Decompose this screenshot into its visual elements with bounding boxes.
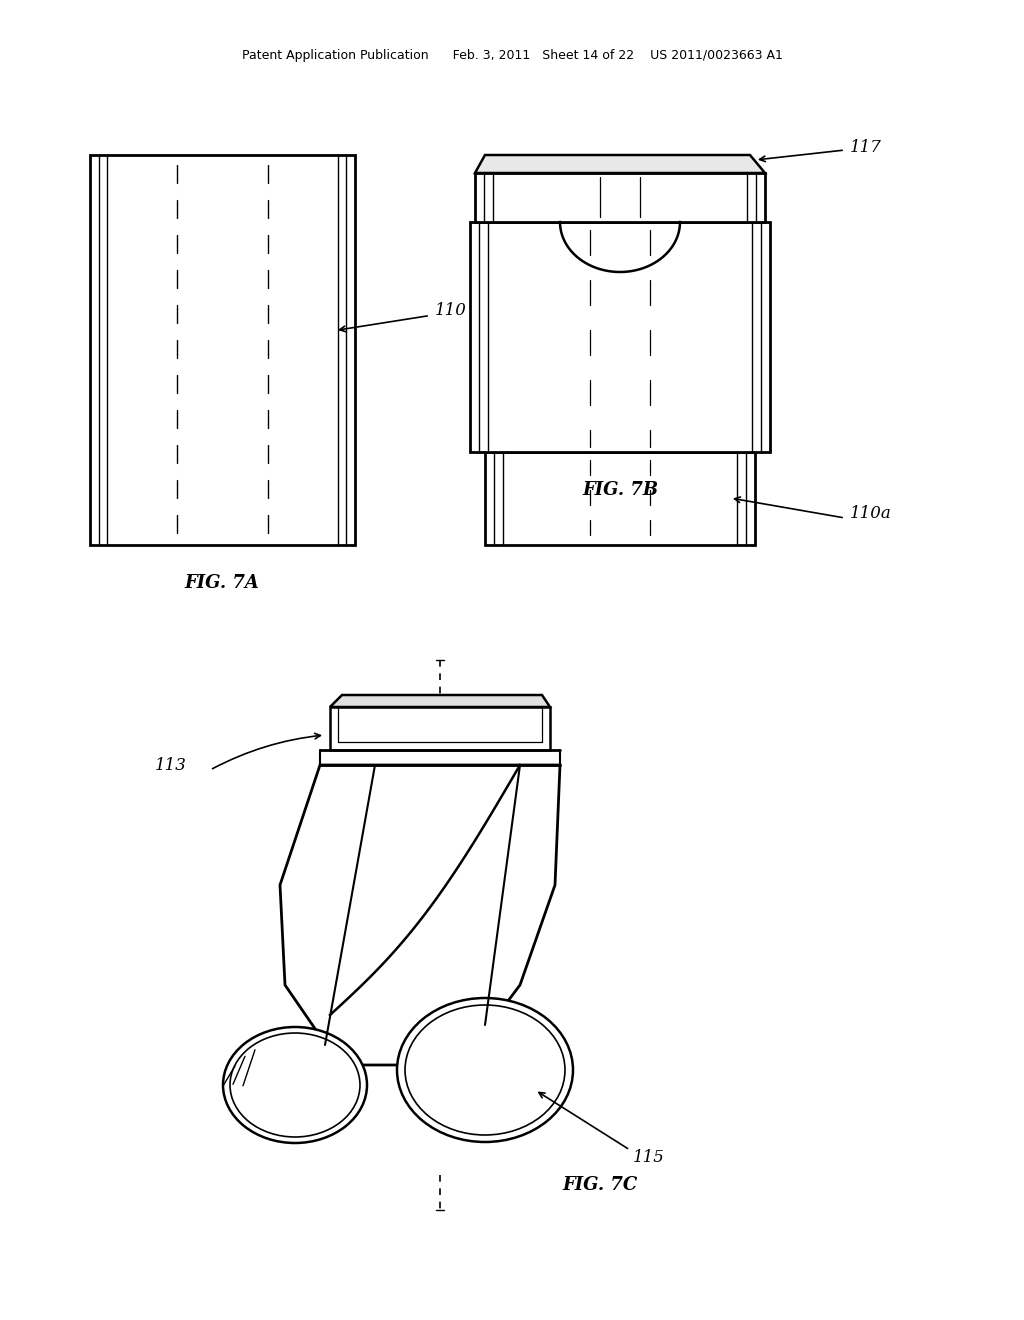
Bar (470, 222, 770, 451)
Polygon shape (475, 173, 765, 222)
Text: 113: 113 (155, 756, 186, 774)
Text: 110: 110 (435, 302, 467, 319)
Text: 110a: 110a (850, 504, 892, 521)
Ellipse shape (397, 998, 573, 1142)
Polygon shape (280, 766, 560, 1065)
Bar (485, 451, 755, 545)
Polygon shape (330, 708, 550, 750)
Ellipse shape (223, 1027, 367, 1143)
Bar (90, 154, 355, 545)
Polygon shape (330, 696, 550, 708)
Text: 117: 117 (850, 139, 882, 156)
Text: FIG. 7B: FIG. 7B (582, 480, 658, 499)
Text: FIG. 7A: FIG. 7A (184, 574, 259, 591)
Text: Patent Application Publication      Feb. 3, 2011   Sheet 14 of 22    US 2011/002: Patent Application Publication Feb. 3, 2… (242, 49, 782, 62)
Text: 115: 115 (633, 1150, 665, 1167)
Text: FIG. 7C: FIG. 7C (562, 1176, 638, 1195)
Polygon shape (475, 154, 765, 173)
